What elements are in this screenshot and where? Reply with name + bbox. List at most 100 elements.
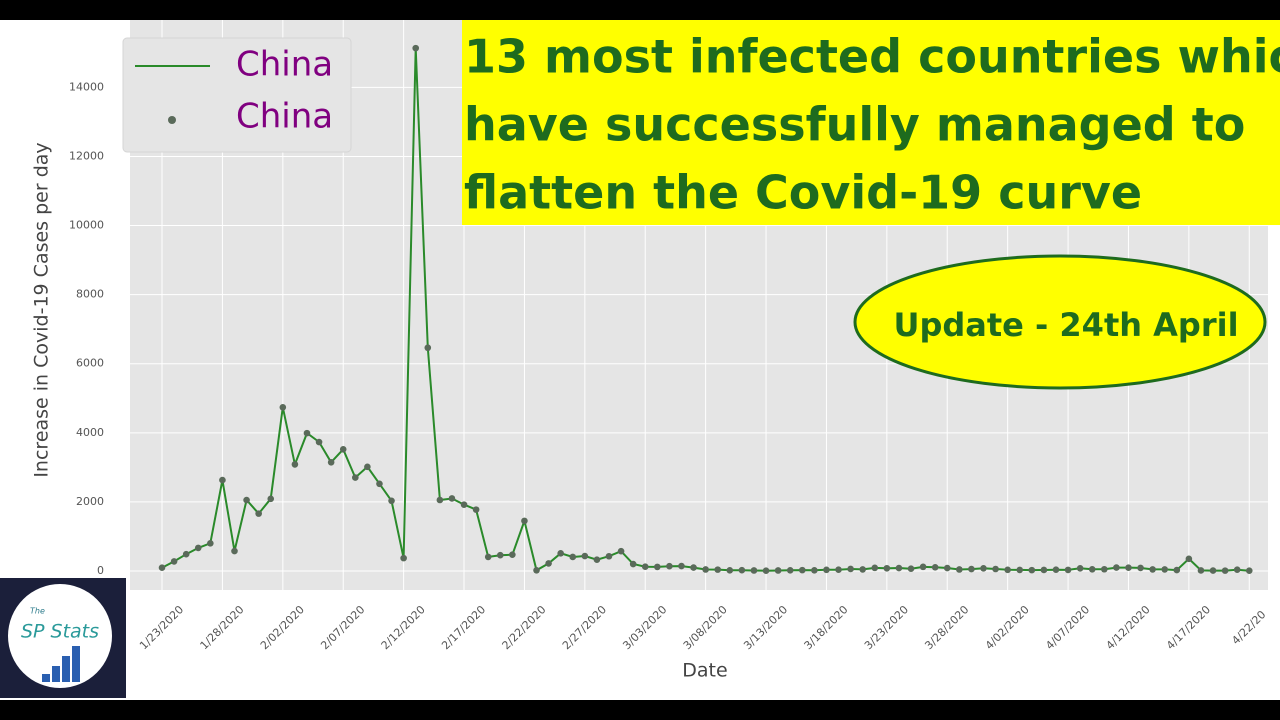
data-point <box>605 552 613 560</box>
data-point <box>847 565 854 573</box>
data-point <box>629 560 637 568</box>
data-point <box>1052 566 1060 573</box>
data-point <box>291 461 299 468</box>
update-note: Update - 24th April <box>893 306 1238 344</box>
data-point <box>1185 555 1193 563</box>
data-point <box>931 564 939 571</box>
data-point <box>1209 567 1217 574</box>
data-point <box>545 560 552 567</box>
logo-bar <box>62 656 70 682</box>
data-point <box>1125 564 1132 571</box>
logo-bar <box>72 646 80 682</box>
legend-swatch <box>168 116 176 124</box>
legend-label: China <box>236 97 333 137</box>
logo-small: The <box>30 607 45 616</box>
data-point <box>1137 564 1144 572</box>
data-point <box>472 506 480 513</box>
data-point <box>182 550 190 558</box>
data-point <box>811 567 818 574</box>
data-point <box>617 547 625 555</box>
data-point <box>786 566 794 574</box>
data-point <box>750 567 758 574</box>
y-tick-label: 6000 <box>76 357 104 370</box>
data-point <box>267 495 275 503</box>
data-point <box>641 563 649 570</box>
data-point <box>726 567 734 574</box>
data-point <box>678 562 685 570</box>
data-point <box>207 539 214 547</box>
data-point <box>436 496 444 504</box>
data-point <box>883 564 891 572</box>
data-point <box>460 501 468 508</box>
data-point <box>690 564 697 571</box>
data-point <box>1173 566 1181 574</box>
data-point <box>376 480 383 488</box>
data-point <box>412 44 420 52</box>
data-point <box>1040 566 1048 574</box>
data-point <box>1233 566 1241 574</box>
logo: The SP Stats <box>0 578 126 698</box>
banner-line: flatten the Covid-19 curve <box>464 166 1142 220</box>
data-point <box>1076 565 1084 572</box>
logo-circle <box>8 584 112 688</box>
data-point <box>400 554 407 562</box>
data-point <box>170 558 178 565</box>
y-tick-label: 8000 <box>76 288 104 301</box>
data-point <box>339 445 347 453</box>
data-point <box>1113 564 1120 571</box>
data-point <box>243 496 250 504</box>
data-point <box>315 438 323 446</box>
logo-bar <box>52 666 60 682</box>
data-point <box>255 510 262 517</box>
data-point <box>158 564 166 572</box>
data-point <box>992 565 999 573</box>
data-point <box>774 567 782 574</box>
data-point <box>895 564 903 572</box>
data-point <box>521 517 528 525</box>
logo-bar <box>42 674 50 682</box>
data-point <box>1161 566 1169 573</box>
banner-line: have successfully managed to <box>464 98 1245 152</box>
banner-line: 13 most infected countries which <box>464 30 1280 84</box>
data-point <box>1101 565 1108 573</box>
y-axis-label: Increase in Covid-19 Cases per day <box>31 142 53 477</box>
data-point <box>762 567 770 575</box>
logo-text: SP Stats <box>21 621 99 643</box>
data-point <box>738 566 746 574</box>
data-point <box>279 403 287 411</box>
data-point <box>569 553 577 561</box>
data-point <box>1028 566 1036 574</box>
data-point <box>968 565 975 573</box>
update-oval <box>853 254 1267 390</box>
data-point <box>1245 567 1253 574</box>
banner <box>462 20 1280 225</box>
data-point <box>557 549 564 557</box>
y-tick-label: 14000 <box>69 80 104 93</box>
data-point <box>1004 566 1011 574</box>
data-point <box>509 551 516 558</box>
data-point <box>533 566 540 574</box>
y-tick-label: 0 <box>97 564 104 577</box>
data-point <box>1016 566 1024 574</box>
data-point <box>666 562 673 570</box>
data-point <box>956 566 963 573</box>
data-point <box>919 563 927 571</box>
data-point <box>352 474 359 481</box>
data-point <box>327 458 335 466</box>
data-point <box>1149 566 1156 573</box>
x-axis-label: Date <box>682 660 727 682</box>
data-point <box>907 565 915 573</box>
data-point <box>593 556 601 564</box>
data-point <box>1197 567 1205 574</box>
data-point <box>424 344 432 352</box>
legend: China China <box>122 37 352 153</box>
data-point <box>1088 566 1096 573</box>
data-point <box>980 565 987 572</box>
data-point <box>303 429 311 437</box>
data-point <box>654 563 661 571</box>
y-tick-label: 12000 <box>69 149 104 162</box>
data-point <box>194 544 202 552</box>
y-tick-label: 10000 <box>69 219 104 232</box>
data-point <box>219 476 226 484</box>
